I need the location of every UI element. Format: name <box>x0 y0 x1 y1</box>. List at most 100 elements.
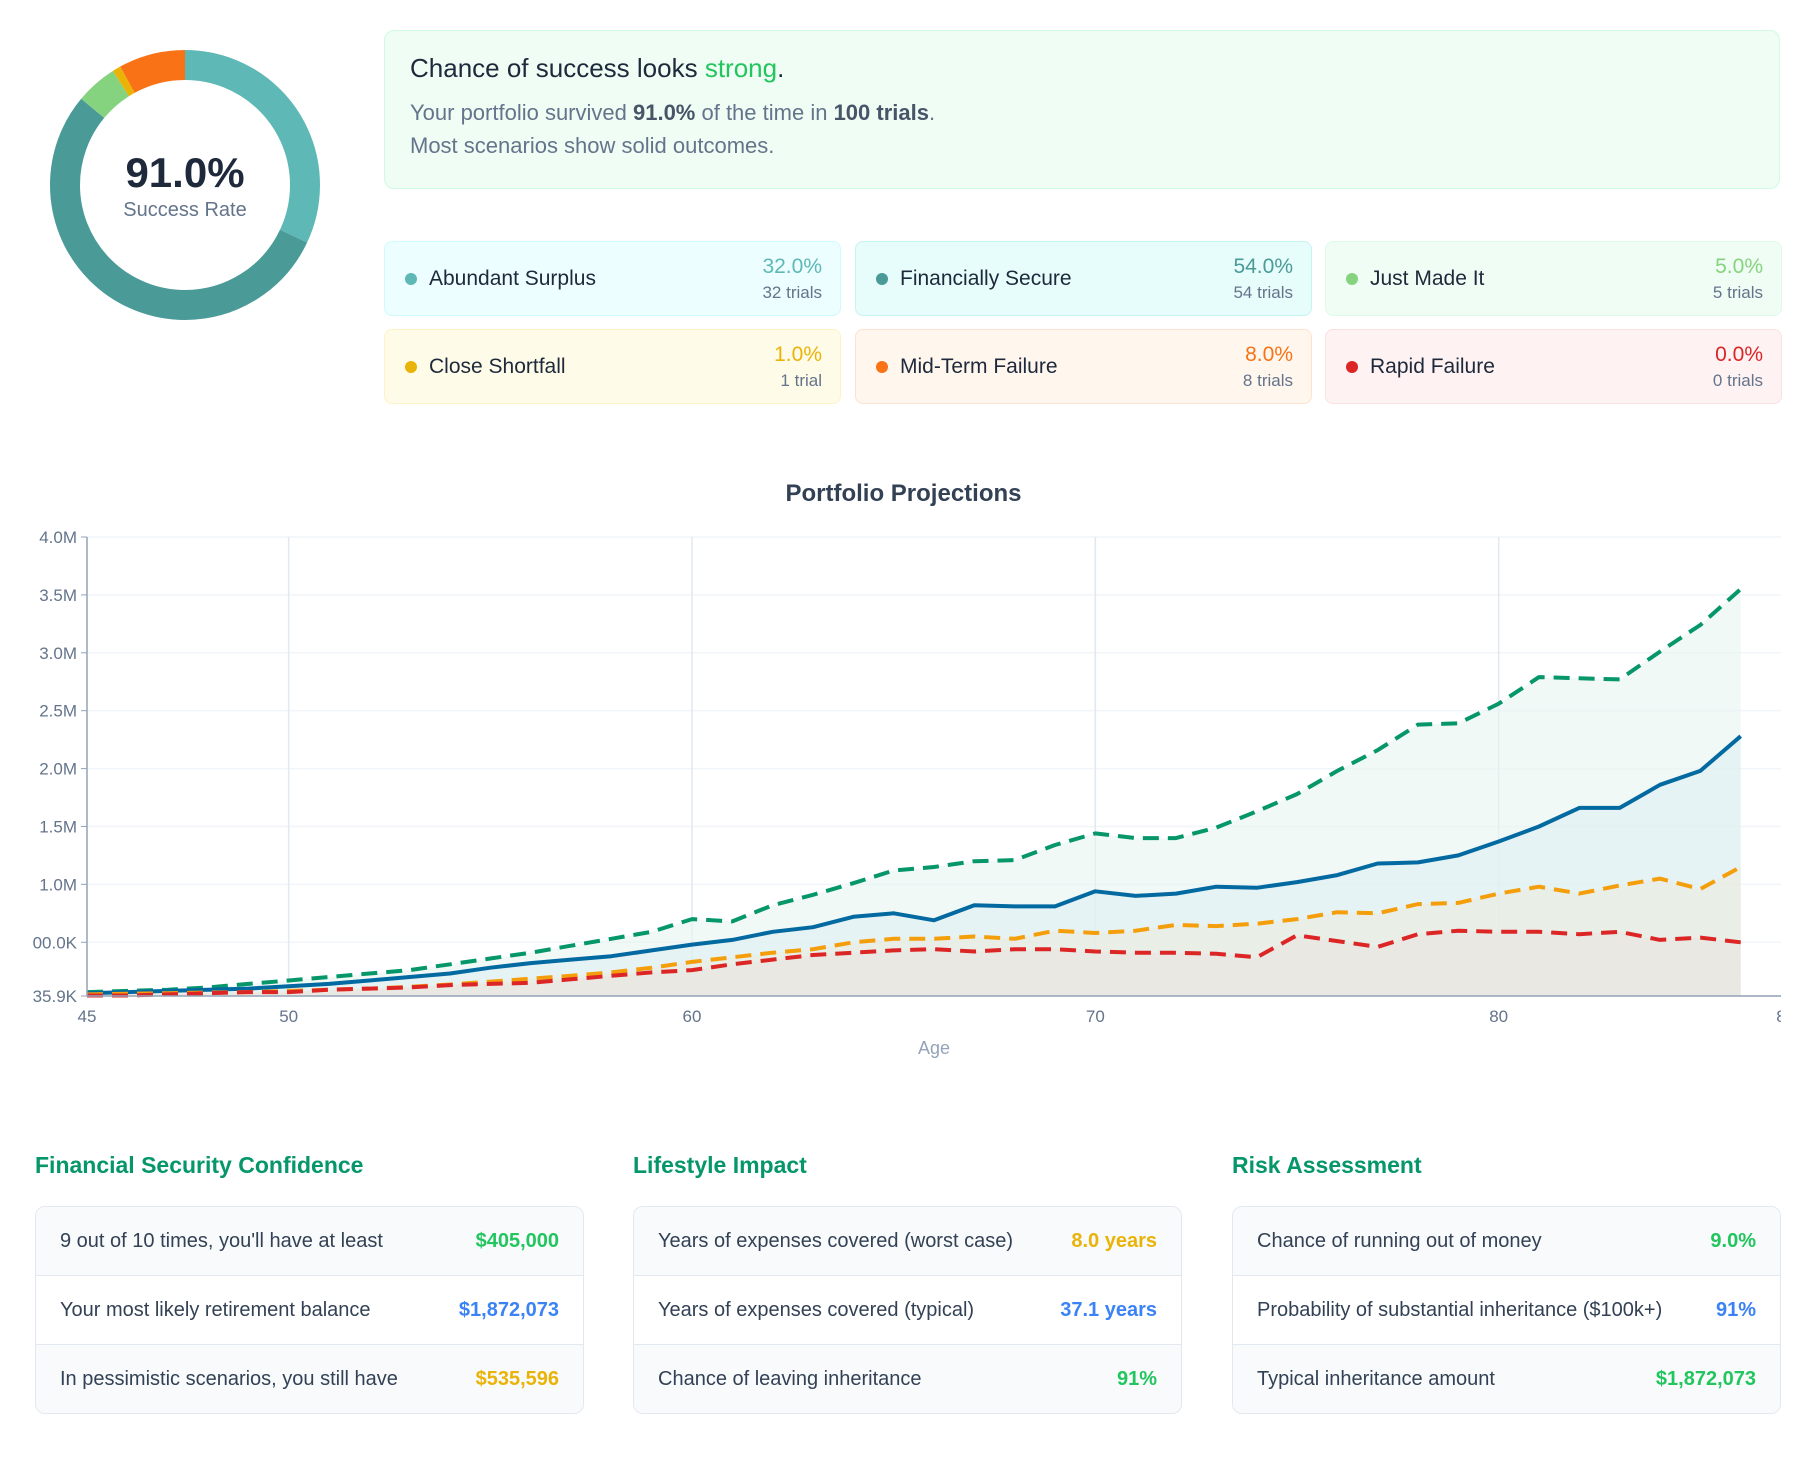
metric-label: Chance of running out of money <box>1257 1230 1542 1252</box>
outcome-percent: 0.0% <box>1715 342 1763 366</box>
outcome-label: Abundant Surplus <box>429 266 596 290</box>
metric-row: Chance of running out of money 9.0% <box>1233 1207 1780 1275</box>
metric-row: 9 out of 10 times, you'll have at least $… <box>36 1207 583 1275</box>
summary-heading: Chance of success looks strong. <box>410 53 785 83</box>
y-tick-label: 1.5M <box>39 817 77 836</box>
metric-row: Years of expenses covered (typical) 37.1 … <box>634 1275 1181 1344</box>
outcome-label: Rapid Failure <box>1370 354 1495 378</box>
metric-value: $535,596 <box>475 1368 559 1390</box>
legend-dot-icon <box>876 272 888 285</box>
y-tick-label: 2.0M <box>39 760 77 779</box>
outcome-card-rapid-failure: Rapid Failure 0.0% 0 trials <box>1325 329 1782 404</box>
outcome-card-financially-secure: Financially Secure 54.0% 54 trials <box>855 241 1312 316</box>
outcome-card-mid-term-failure: Mid-Term Failure 8.0% 8 trials <box>855 329 1312 404</box>
metric-label: Years of expenses covered (worst case) <box>658 1230 1013 1252</box>
legend-dot-icon <box>1346 360 1358 373</box>
metric-value: $1,872,073 <box>458 1299 559 1321</box>
metric-row: In pessimistic scenarios, you still have… <box>36 1344 583 1413</box>
series-line-3 <box>87 928 1741 998</box>
legend-dot-icon <box>1346 272 1358 285</box>
legend-dot-icon <box>876 360 888 373</box>
x-tick-label: 60 <box>683 1007 702 1026</box>
metric-label: Chance of leaving inheritance <box>658 1368 922 1390</box>
metric-value: 91% <box>1715 1299 1756 1321</box>
y-tick-label: 2.5M <box>39 702 77 721</box>
metric-label: Your most likely retirement balance <box>60 1299 371 1321</box>
series-line-1 <box>86 734 1743 996</box>
outcome-percent: 5.0% <box>1715 254 1763 278</box>
section-card-financial-security-confidence: 9 out of 10 times, you'll have at least $… <box>35 1206 584 1414</box>
metric-row: Probability of substantial inheritance (… <box>1233 1275 1780 1344</box>
y-tick-label: 3.5M <box>39 586 77 605</box>
metric-value: $1,872,073 <box>1655 1368 1756 1390</box>
donut-segment-mid-term-failure <box>50 50 320 320</box>
legend-dot-icon <box>405 272 417 285</box>
outcome-card-abundant-surplus: Abundant Surplus 32.0% 32 trials <box>384 241 841 316</box>
metric-value: 8.0 years <box>1071 1230 1157 1252</box>
chart-title: Portfolio Projections <box>785 480 1022 507</box>
outcome-label-group: Financially Secure <box>876 267 1072 291</box>
metric-label: In pessimistic scenarios, you still have <box>60 1368 398 1390</box>
metric-value: 91% <box>1116 1368 1157 1390</box>
metric-row: Your most likely retirement balance $1,87… <box>36 1275 583 1344</box>
outcome-percent: 32.0% <box>762 254 822 278</box>
x-tick-label: 45 <box>78 1007 97 1026</box>
outcome-stats: 54.0% 54 trials <box>1233 255 1293 303</box>
section-title: Risk Assessment <box>1232 1152 1422 1178</box>
summary-line-1: Your portfolio survived 91.0% of the tim… <box>410 100 936 125</box>
outcome-percent: 54.0% <box>1233 254 1293 278</box>
outcome-label-group: Close Shortfall <box>405 355 566 379</box>
x-tick-label: 70 <box>1086 1007 1105 1026</box>
summary-line-2: Most scenarios show solid outcomes. <box>410 133 775 158</box>
y-tick-label: 4.0M <box>39 528 77 547</box>
y-tick-label: 1.0M <box>39 875 77 894</box>
outcome-label: Close Shortfall <box>429 354 566 378</box>
metric-row: Typical inheritance amount $1,872,073 <box>1233 1344 1780 1413</box>
donut-center: 91.0% Success Rate <box>40 40 330 330</box>
section-card-lifestyle-impact: Years of expenses covered (worst case) 8.… <box>633 1206 1182 1414</box>
outcome-label: Just Made It <box>1370 266 1485 290</box>
outcome-trials: 5 trials <box>1712 282 1763 302</box>
x-tick-label: 50 <box>279 1007 298 1026</box>
success-rate-label: Success Rate <box>123 198 247 221</box>
metric-value: 9.0% <box>1710 1230 1756 1252</box>
donut-segment-financially-secure <box>50 50 320 320</box>
metric-row: Chance of leaving inheritance 91% <box>634 1344 1181 1413</box>
outcome-stats: 0.0% 0 trials <box>1713 343 1763 391</box>
summary-box: Chance of success looks strong. Your por… <box>384 30 1780 189</box>
outcome-trials: 54 trials <box>1233 282 1293 302</box>
section-title: Financial Security Confidence <box>35 1152 364 1178</box>
outcome-trials: 0 trials <box>1712 370 1763 390</box>
metric-value: $405,000 <box>475 1230 559 1252</box>
outcome-card-close-shortfall: Close Shortfall 1.0% 1 trial <box>384 329 841 404</box>
outcome-stats: 8.0% 8 trials <box>1243 343 1293 391</box>
x-tick-label: 80 <box>1489 1007 1508 1026</box>
x-axis-label: Age <box>918 1038 950 1058</box>
outcome-label: Mid-Term Failure <box>900 354 1058 378</box>
y-tick-label: 00.0K <box>33 933 78 952</box>
outcome-trials: 32 trials <box>762 282 822 302</box>
outcome-stats: 5.0% 5 trials <box>1713 255 1763 303</box>
portfolio-projections-chart: 35.9K 00.0K 1.0M 1.5M 2.0M 2.5M 3.0M 3.5M 4.0M 45… <box>33 528 1785 1058</box>
outcome-percent: 1.0% <box>774 342 822 366</box>
metric-label: Probability of substantial inheritance (… <box>1257 1299 1663 1321</box>
section-title: Lifestyle Impact <box>633 1152 807 1178</box>
outcome-label-group: Abundant Surplus <box>405 267 596 291</box>
series-line-0 <box>86 587 1743 995</box>
metric-label: Years of expenses covered (typical) <box>658 1299 975 1321</box>
section-card-risk-assessment: Chance of running out of money 9.0% Probab… <box>1232 1206 1781 1414</box>
outcome-trials: 1 trial <box>780 370 822 390</box>
y-tick-label: 3.0M <box>39 644 77 663</box>
outcome-card-just-made-it: Just Made It 5.0% 5 trials <box>1325 241 1782 316</box>
outcome-percent: 8.0% <box>1245 342 1293 366</box>
outcome-label-group: Rapid Failure <box>1346 355 1495 379</box>
metric-label: Typical inheritance amount <box>1257 1368 1495 1390</box>
outcome-stats: 32.0% 32 trials <box>762 255 822 303</box>
success-rate-value: 91.0% <box>125 148 245 196</box>
outcome-label-group: Mid-Term Failure <box>876 355 1058 379</box>
x-tick-label: 8 <box>1776 1007 1785 1026</box>
legend-dot-icon <box>405 360 417 373</box>
outcome-label-group: Just Made It <box>1346 267 1484 291</box>
outcome-stats: 1.0% 1 trial <box>774 343 822 391</box>
metric-label: 9 out of 10 times, you'll have at least <box>60 1230 383 1252</box>
